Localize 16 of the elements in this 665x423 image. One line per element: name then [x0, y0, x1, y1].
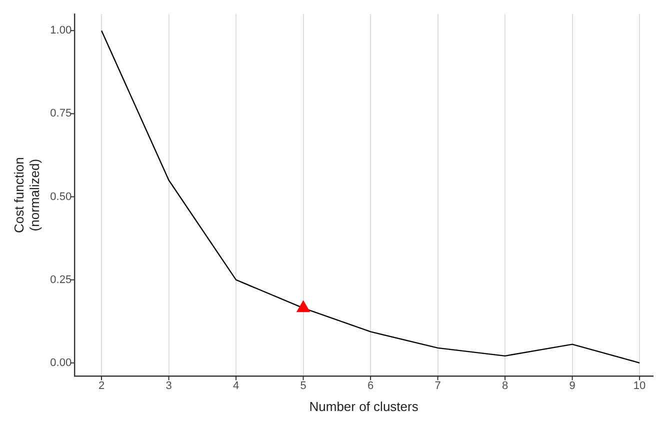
y-tick-label: 0.25	[50, 274, 72, 286]
y-tick-label: 1.00	[50, 24, 72, 37]
x-axis-title: Number of clusters	[309, 398, 419, 414]
x-tick-label: 7	[434, 380, 441, 392]
x-tick-label: 8	[502, 380, 508, 392]
x-tick-label: 6	[367, 380, 374, 392]
x-tick-label: 10	[633, 380, 646, 392]
x-tick-label: 9	[569, 380, 576, 392]
x-tick-label: 2	[98, 380, 105, 392]
x-tick-label: 5	[300, 380, 306, 392]
y-tick-label: 0.00	[50, 356, 72, 369]
x-tick-label: 4	[232, 380, 240, 392]
x-tick-label: 3	[166, 380, 172, 392]
y-tick-label: 0.50	[50, 190, 72, 203]
y-axis-title: Cost function (normalized)	[11, 157, 42, 234]
y-tick-label: 0.75	[50, 108, 72, 120]
